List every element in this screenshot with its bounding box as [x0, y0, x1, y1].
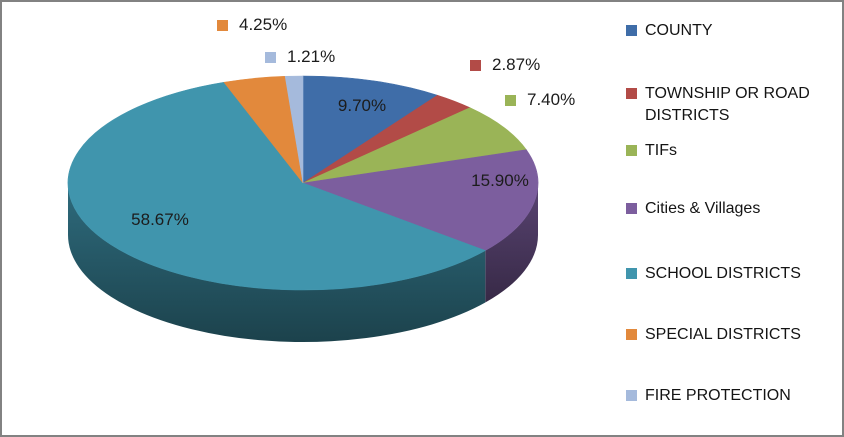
- pie-slice-school-districts[interactable]: [67, 81, 487, 291]
- legend-item-cities-villages[interactable]: Cities & Villages: [626, 198, 830, 220]
- data-label-county: 9.70%: [337, 96, 387, 115]
- legend-item-tifs[interactable]: TIFs: [626, 140, 830, 162]
- data-label-callout-township-or-road-districts: 2.87%: [470, 55, 540, 75]
- legend-key-icon: [626, 203, 637, 214]
- legend-item-label: FIRE PROTECTION: [645, 387, 791, 404]
- pie-slice-tifs[interactable]: [302, 107, 527, 184]
- legend-key-icon: [265, 51, 276, 63]
- data-label-callout-tifs: 7.40%: [505, 90, 575, 110]
- legend-key-icon: [626, 390, 637, 401]
- data-label-cities-villages: 15.90%: [471, 171, 529, 190]
- legend-item-fire-protection[interactable]: FIRE PROTECTION: [626, 385, 830, 407]
- legend-key-icon: [626, 268, 637, 279]
- pie-slice-cities-villages[interactable]: [302, 149, 539, 251]
- legend-item-township-or-road-districts[interactable]: TOWNSHIP OR ROAD DISTRICTS: [626, 83, 830, 127]
- data-label-text: 1.21%: [287, 47, 336, 66]
- data-label-callout-special-districts: 4.25%: [217, 15, 287, 35]
- legend-key-icon: [626, 145, 637, 156]
- legend-key-icon: [626, 329, 637, 340]
- data-label-callout-fire-protection: 1.21%: [265, 47, 335, 67]
- pie-slice-side-school-districts: [68, 183, 486, 343]
- legend-key-icon: [626, 25, 637, 36]
- data-label-text: 2.87%: [492, 55, 541, 74]
- legend-item-county[interactable]: COUNTY: [626, 20, 830, 42]
- data-label-school-districts: 58.67%: [131, 210, 189, 229]
- legend-item-label: TOWNSHIP OR ROAD DISTRICTS: [645, 85, 810, 124]
- pie-slice-side-cities-villages: [485, 183, 538, 303]
- legend-item-school-districts[interactable]: SCHOOL DISTRICTS: [626, 263, 830, 285]
- legend-item-label: SPECIAL DISTRICTS: [645, 326, 801, 343]
- legend-key-icon: [505, 94, 516, 106]
- legend-key-icon: [217, 19, 228, 31]
- legend-item-label: TIFs: [645, 142, 677, 159]
- legend-item-label: SCHOOL DISTRICTS: [645, 265, 801, 282]
- data-label-text: 4.25%: [239, 15, 288, 34]
- pie-slice-county[interactable]: [302, 75, 439, 184]
- legend-key-icon: [470, 59, 481, 71]
- legend-key-icon: [626, 88, 637, 99]
- legend-item-label: Cities & Villages: [645, 200, 761, 217]
- pie-slice-fire-protection[interactable]: [284, 75, 304, 184]
- legend-item-special-districts[interactable]: SPECIAL DISTRICTS: [626, 324, 830, 346]
- data-label-text: 7.40%: [527, 90, 576, 109]
- legend-item-label: COUNTY: [645, 22, 713, 39]
